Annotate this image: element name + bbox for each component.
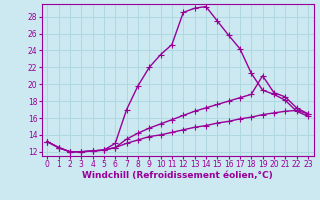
X-axis label: Windchill (Refroidissement éolien,°C): Windchill (Refroidissement éolien,°C): [82, 171, 273, 180]
